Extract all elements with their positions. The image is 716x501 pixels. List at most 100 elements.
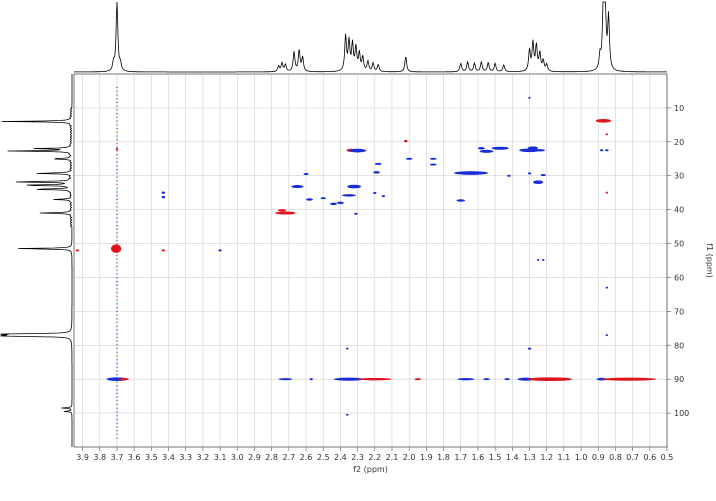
noise-dot <box>115 318 118 320</box>
noise-dot <box>115 120 118 122</box>
x-tick-label: 2.3 <box>351 453 364 462</box>
cross-peak-negative <box>414 378 422 381</box>
x-tick-label: 2.1 <box>386 453 399 462</box>
cross-peak-positive <box>491 146 509 150</box>
noise-dot <box>115 116 118 118</box>
noise-dot <box>115 400 118 402</box>
x-tick-label: 1.4 <box>506 453 519 462</box>
y-tick-label: 30 <box>674 172 684 181</box>
cross-peak-positive <box>303 173 309 176</box>
noise-dot <box>115 415 118 417</box>
cross-peak-negative <box>605 133 609 136</box>
x-tick-label: 3.3 <box>179 453 192 462</box>
x-tick-label: 0.6 <box>643 453 656 462</box>
x-tick-label: 0.9 <box>592 453 605 462</box>
noise-dot <box>115 187 118 189</box>
cross-peak-positive <box>161 191 166 194</box>
cross-peak-positive <box>346 347 349 350</box>
x-tick-label: 3.7 <box>111 453 124 462</box>
noise-dot <box>115 142 118 145</box>
noise-dot <box>115 370 118 372</box>
noise-dot <box>115 422 118 424</box>
noise-dot <box>115 381 118 383</box>
cross-peak-negative <box>357 377 392 381</box>
noise-dot <box>115 262 118 264</box>
noise-dot <box>115 437 118 439</box>
cross-peak-positive <box>456 199 466 202</box>
cross-peak-negative <box>595 118 612 123</box>
noise-dot <box>115 303 118 305</box>
noise-dot <box>115 243 118 245</box>
cross-peak-positive <box>528 96 531 99</box>
noise-dot <box>115 86 118 89</box>
noise-dot <box>115 105 118 107</box>
cross-peaks <box>75 96 657 416</box>
y-tick-label: 50 <box>674 240 684 249</box>
y-tick-label: 20 <box>674 138 684 147</box>
cross-peak-positive <box>483 378 490 381</box>
noise-dot <box>115 161 118 163</box>
y-tick-label: 90 <box>674 375 684 384</box>
cross-peak-positive <box>306 198 313 201</box>
noise-dot <box>115 224 118 227</box>
cross-peak-negative <box>605 191 609 194</box>
cross-peak-positive <box>479 149 494 153</box>
x-tick-label: 1.5 <box>489 453 502 462</box>
x-tick-label: 3.6 <box>128 453 141 462</box>
noise-dot <box>115 277 118 279</box>
cross-peak-positive <box>320 197 326 200</box>
noise-dot <box>115 426 118 428</box>
noise-dot <box>115 344 118 346</box>
noise-dot <box>115 385 118 387</box>
cross-peak-negative <box>115 148 119 151</box>
cross-peak-positive <box>527 172 532 175</box>
noise-dot <box>115 150 118 152</box>
cross-peak-negative <box>404 139 408 143</box>
cross-peak-positive <box>605 286 609 289</box>
noise-dot <box>115 321 118 324</box>
cross-peak-positive <box>527 146 539 150</box>
cross-peak-positive <box>354 212 358 215</box>
cross-peak-positive <box>373 171 380 174</box>
noise-dot <box>115 362 118 365</box>
noise-dot <box>115 396 118 398</box>
x-tick-label: 1.1 <box>558 453 571 462</box>
x-tick-label: 3.2 <box>197 453 210 462</box>
noise-dot <box>115 154 118 156</box>
cross-peak-positive <box>599 149 604 152</box>
noise-dot <box>115 325 118 327</box>
cross-peak-positive <box>527 347 532 350</box>
x-tick-label: 3.9 <box>76 453 89 462</box>
cross-peak-negative <box>118 377 130 381</box>
noise-dot <box>115 433 118 435</box>
noise-dot <box>115 351 118 353</box>
y-tick-label: 10 <box>674 104 684 113</box>
noise-dot <box>115 221 118 223</box>
y-tick-label: 60 <box>674 273 684 282</box>
cross-peak-positive <box>374 162 382 165</box>
noise-dot <box>115 310 118 312</box>
noise-dot <box>115 165 118 167</box>
noise-dot <box>115 180 118 182</box>
noise-dot <box>115 191 118 193</box>
cross-peak-positive <box>330 202 337 206</box>
noise-dot <box>115 101 118 103</box>
noise-dot <box>115 228 118 230</box>
x-tick-label: 2.6 <box>300 453 313 462</box>
x-tick-label: 1.6 <box>472 453 485 462</box>
x-tick-label: 2.8 <box>265 453 278 462</box>
noise-dot <box>115 139 118 141</box>
noise-dot <box>115 411 118 413</box>
x-tick-label: 0.7 <box>626 453 639 462</box>
noise-dot <box>115 348 118 350</box>
noise-dot <box>115 206 118 208</box>
y-tick-label: 70 <box>674 307 684 316</box>
noise-dot <box>115 157 118 159</box>
noise-dot <box>115 392 118 394</box>
cross-peak-positive <box>542 258 545 261</box>
noise-dot <box>115 280 118 283</box>
x-tick-label: 1.8 <box>437 453 450 462</box>
x-tick-label: 2.7 <box>282 453 295 462</box>
noise-dot <box>115 292 118 294</box>
x-tick-label: 1.7 <box>454 453 467 462</box>
